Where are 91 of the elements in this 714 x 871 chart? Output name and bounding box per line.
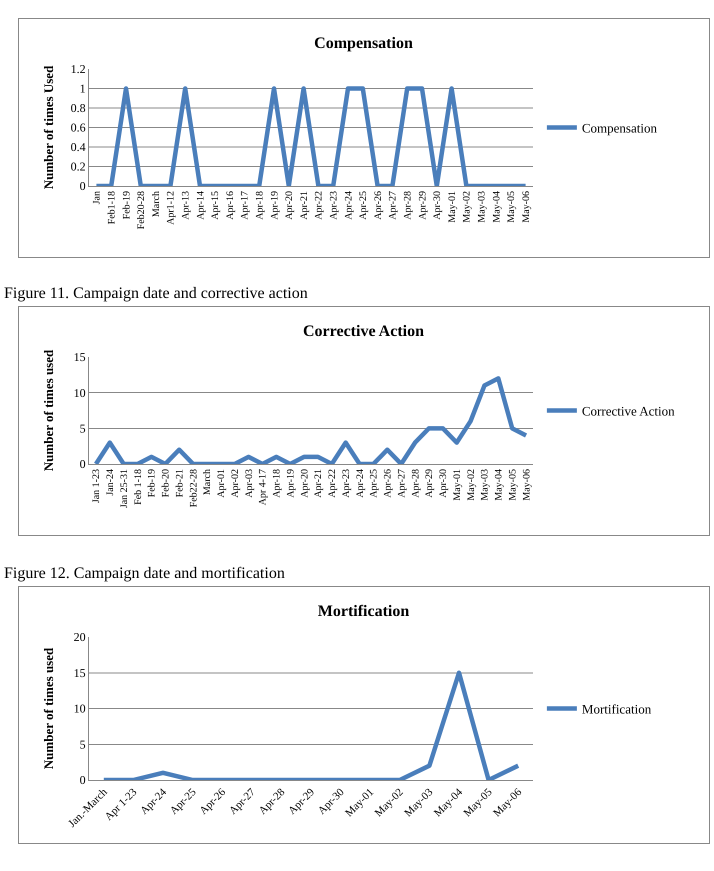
x-tick-label: Apr-26: [372, 191, 384, 220]
x-tick-label: Jan 1-23: [91, 469, 102, 504]
x-tick-label: Feb 1-18: [132, 469, 144, 505]
x-tick-label: May-04: [494, 469, 505, 501]
x-tick-label: March: [150, 191, 162, 218]
x-tick-label: Apr-26: [382, 469, 394, 498]
x-tick-label: Apr-29: [417, 191, 428, 220]
legend-label: Mortification: [582, 702, 652, 717]
y-tick-label: 0.2: [70, 160, 86, 174]
x-tick-label: Apr-25: [368, 469, 380, 498]
x-tick-label: Apr-13: [180, 191, 192, 220]
line-series: [102, 670, 520, 780]
chart-title: Corrective Action: [303, 323, 424, 340]
y-tick-label: 0: [80, 179, 86, 194]
y-tick-label: 10: [74, 386, 86, 400]
x-tick-label: Apr-30: [432, 191, 444, 220]
x-tick-label: Feb22-28: [188, 469, 200, 508]
x-tick-label: Apr-22: [327, 469, 338, 498]
x-tick-label: Apr-24: [354, 469, 366, 498]
y-axis-title: Number of times used: [41, 647, 56, 770]
x-tick-label: Apr-01: [216, 469, 228, 498]
legend-label: Compensation: [582, 120, 658, 136]
x-tick-label: Apr 4-17: [258, 469, 269, 506]
legend-label: Corrective Action: [582, 404, 676, 419]
x-tick-label: Apr-03: [244, 469, 255, 498]
x-tick-label: Feb-21: [174, 469, 186, 498]
x-tick-label: Apr-30: [438, 469, 450, 498]
x-tick-label: May-01: [446, 191, 458, 223]
x-tick-label: Jan 25-31: [118, 469, 130, 508]
y-tick-label: 0.6: [70, 120, 86, 135]
x-tick-label: Apr-19: [269, 191, 280, 220]
chart-title: Mortification: [318, 603, 410, 620]
x-tick-label: Feb-20: [160, 469, 172, 498]
x-tick-label: Apr-23: [328, 191, 340, 220]
x-tick-label: Apr-14: [195, 191, 206, 220]
x-tick-label: May-06: [521, 469, 532, 501]
x-tick-label: Apr-28: [402, 191, 414, 220]
y-tick-label: 5: [80, 737, 86, 752]
x-tick-label: Apr-20: [299, 469, 310, 498]
x-tick-label: Apr-18: [272, 469, 283, 498]
y-tick-label: 15: [74, 666, 86, 680]
y-tick-label: 0.8: [70, 101, 86, 116]
y-axis-title: Number of times Used: [41, 64, 56, 190]
y-tick-label: 0.4: [70, 140, 86, 154]
y-tick-label: 10: [74, 702, 86, 716]
x-tick-label: May-06: [520, 191, 532, 223]
x-tick-label: May-03: [476, 191, 488, 223]
y-tick-label: 15: [74, 350, 86, 364]
x-tick-label: Apr-16: [224, 191, 236, 220]
x-tick-label: Apr-18: [254, 191, 266, 220]
x-tick-label: May-01: [452, 469, 463, 501]
x-tick-label: Apr-21: [298, 191, 310, 220]
x-tick-label: Apr-29: [424, 469, 436, 498]
line-series: [94, 376, 528, 464]
x-tick-label: Feb-19: [146, 469, 158, 498]
x-tick-label: Apr-19: [285, 469, 296, 498]
y-axis-title: Number of times used: [41, 349, 56, 472]
x-tick-label: Feb20-28: [136, 191, 148, 230]
y-tick-label: 5: [80, 422, 86, 436]
y-tick-label: 0: [80, 457, 86, 472]
x-tick-label: May-02: [466, 469, 477, 501]
x-tick-label: Feb-19: [121, 191, 132, 220]
caption: Figure 11. Campaign date and corrective action: [3, 284, 309, 304]
x-tick-label: Apr-17: [240, 191, 251, 220]
x-tick-label: Feb1-18: [106, 191, 118, 224]
x-tick-label: Apr-15: [210, 191, 222, 220]
y-tick-label: 1.2: [70, 62, 86, 76]
x-tick-label: Apr-28: [410, 469, 422, 498]
x-tick-label: March: [202, 469, 214, 496]
x-tick-label: Jan-24: [105, 469, 116, 496]
x-tick-label: May-03: [480, 469, 491, 501]
x-tick-label: May-05: [507, 469, 518, 501]
x-tick-label: Apr-24: [343, 191, 354, 220]
x-tick-label: Apr-21: [313, 469, 324, 498]
x-tick-label: Apr-22: [314, 191, 325, 220]
y-tick-label: 0: [80, 773, 86, 788]
x-tick-label: Apr1-12: [166, 191, 177, 225]
y-tick-label: 20: [74, 630, 86, 644]
x-tick-label: Apr-02: [230, 469, 241, 498]
x-tick-label: May-04: [491, 191, 502, 223]
caption: Figure 12. Campaign date and mortification: [3, 564, 286, 584]
x-tick-label: Apr-27: [396, 469, 408, 498]
x-tick-label: Apr-23: [340, 469, 352, 498]
x-tick-label: Apr-20: [284, 191, 296, 220]
x-tick-label: May-05: [506, 191, 518, 223]
x-tick-label: Jan: [92, 191, 103, 204]
x-tick-label: Apr-25: [358, 191, 370, 220]
x-tick-label: Apr-27: [388, 191, 399, 220]
x-tick-label: May-02: [462, 191, 473, 223]
chart-title: Compensation: [314, 35, 413, 52]
y-tick-label: 1: [80, 82, 86, 96]
